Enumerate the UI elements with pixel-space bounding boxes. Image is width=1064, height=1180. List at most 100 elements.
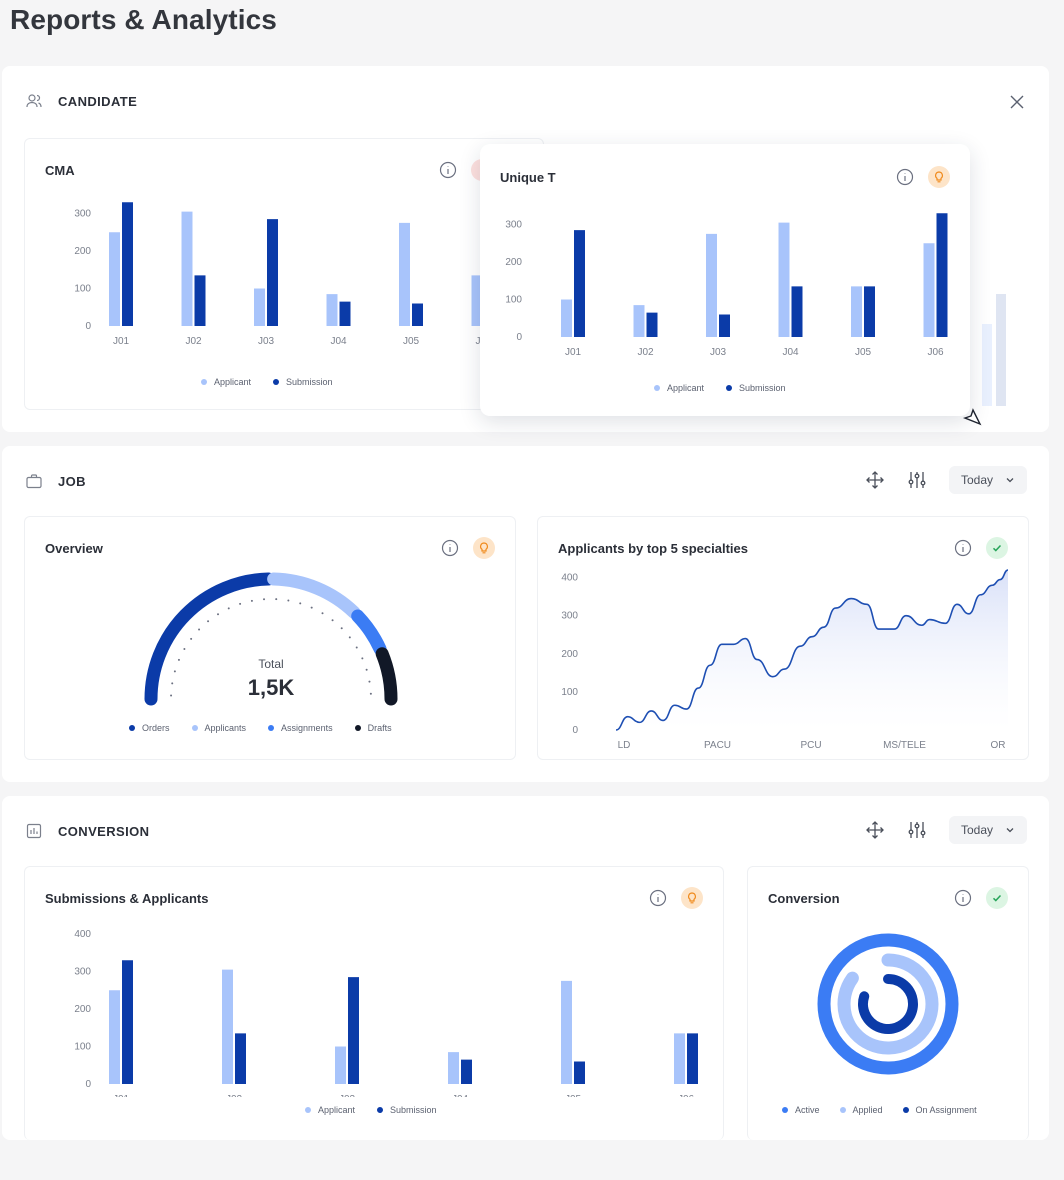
date-filter-dropdown[interactable]: Today [948, 466, 1027, 494]
filter-sliders-icon[interactable] [907, 470, 927, 490]
bar-submission [574, 1061, 585, 1084]
area-fill [616, 570, 1008, 730]
legend-dot [726, 385, 733, 391]
y-tick-label: 300 [74, 209, 91, 220]
check-icon[interactable] [986, 537, 1008, 559]
card-title: Conversion [768, 891, 840, 906]
legend-drafts: Drafts [367, 723, 392, 733]
date-filter-label: Today [960, 823, 993, 837]
lightbulb-icon[interactable] [473, 537, 495, 559]
legend-active: Active [795, 1105, 820, 1115]
bar-submission [646, 312, 658, 337]
y-tick-label: 200 [505, 257, 522, 268]
gauge-dot [331, 619, 334, 622]
briefcase-icon [26, 474, 42, 489]
bar-applicant [778, 222, 790, 337]
bar-applicant [109, 232, 120, 326]
x-tick-label: J01 [113, 1094, 130, 1097]
section-title: CONVERSION [58, 823, 150, 839]
unique-popup-card[interactable]: Unique T 0100200300400J01J02J03J04J05J06… [480, 144, 970, 416]
close-icon[interactable] [1009, 94, 1025, 110]
move-icon[interactable] [865, 820, 885, 840]
date-filter-dropdown[interactable]: Today [948, 816, 1027, 844]
bar-submission [936, 213, 948, 337]
x-tick-label: J02 [185, 336, 202, 347]
gauge-segment [267, 572, 361, 619]
lightbulb-icon[interactable] [681, 887, 703, 909]
gauge-total-value: 1,5K [247, 675, 295, 700]
legend-assignments: Assignments [281, 723, 333, 733]
x-tick-label: J05 [565, 1094, 582, 1097]
bar-submission [574, 230, 585, 337]
x-tick-label: J03 [339, 1094, 356, 1097]
info-icon[interactable] [954, 539, 972, 557]
bar-applicant [222, 969, 233, 1084]
conversion-section: CONVERSION Today Submissions & Applicant… [2, 796, 1049, 1140]
gauge-center: Total 1,5K [221, 657, 321, 701]
report-icon [26, 823, 42, 839]
legend-dot [377, 1107, 384, 1113]
bar-applicant [851, 286, 862, 337]
check-icon[interactable] [986, 887, 1008, 909]
bar-submission [235, 1033, 246, 1084]
info-icon[interactable] [649, 889, 667, 907]
filter-sliders-icon[interactable] [907, 820, 927, 840]
gauge-dot [340, 627, 343, 630]
lightbulb-icon[interactable] [928, 166, 950, 188]
gauge-dot [275, 598, 278, 601]
conversion-header: CONVERSION [26, 823, 149, 839]
legend-submission: Submission [286, 377, 333, 387]
x-tick-label: J02 [226, 1094, 243, 1097]
card-title: CMA [45, 163, 75, 178]
move-icon[interactable] [865, 470, 885, 490]
x-tick-label: J06 [678, 1094, 695, 1097]
x-tick-label: MS/TELE [883, 740, 926, 751]
y-tick-label: 200 [561, 649, 578, 660]
legend-applicant: Applicant [667, 383, 705, 393]
candidate-header: CANDIDATE [26, 93, 137, 109]
bar-applicant [399, 222, 410, 326]
card-title: Unique T [500, 170, 556, 185]
legend-dot [782, 1107, 788, 1113]
specialties-card: Applicants by top 5 specialties 0 100 200 3… [537, 516, 1029, 760]
ghost-bars [982, 294, 1006, 406]
bar-applicant [335, 1046, 346, 1084]
bar-applicant [633, 305, 645, 337]
info-icon[interactable] [441, 539, 459, 557]
y-tick-label: 100 [505, 295, 522, 306]
gauge-dot [365, 668, 368, 671]
info-icon[interactable] [439, 161, 457, 179]
job-header: JOB [26, 473, 86, 489]
cma-card: CMA 0100200300400J01J02J03J04J05J06 Appl… [24, 138, 544, 410]
x-tick-label: J03 [710, 347, 727, 358]
conversion-card: Conversion Active Applied On Assignment [747, 866, 1029, 1140]
section-title: CANDIDATE [58, 93, 138, 109]
date-filter-label: Today [960, 473, 993, 487]
chart-legend: Active Applied On Assignment [782, 1105, 977, 1115]
cursor-icon [962, 408, 982, 426]
overview-card: Overview Total 1,5K Orders Applicants As… [24, 516, 516, 760]
y-tick-label: 0 [85, 1079, 91, 1090]
gauge-dot [173, 670, 176, 673]
submissions-card: Submissions & Applicants 0 100 200 300 400 J0… [24, 866, 724, 1140]
x-tick-label: J05 [403, 336, 420, 347]
x-tick-label: OR [991, 740, 1006, 751]
y-tick-label: 300 [505, 220, 522, 231]
gauge-dot [369, 692, 372, 695]
legend-submission: Submission [739, 383, 786, 393]
info-icon[interactable] [896, 168, 914, 186]
bar-submission [719, 314, 730, 337]
x-tick-label: J01 [565, 347, 582, 358]
bar-submission [339, 301, 351, 326]
chart-legend: Orders Applicants Assignments Drafts [129, 723, 392, 733]
bar-submission [348, 977, 359, 1084]
radial-ring [858, 974, 918, 1034]
y-tick-label: 0 [516, 332, 522, 343]
bar-applicant [181, 211, 193, 326]
card-title: Overview [45, 541, 103, 556]
gauge-dot [368, 680, 371, 683]
y-tick-label: 0 [85, 321, 91, 332]
bar-applicant [448, 1052, 459, 1084]
info-icon[interactable] [954, 889, 972, 907]
conversion-radial-chart [817, 933, 959, 1075]
